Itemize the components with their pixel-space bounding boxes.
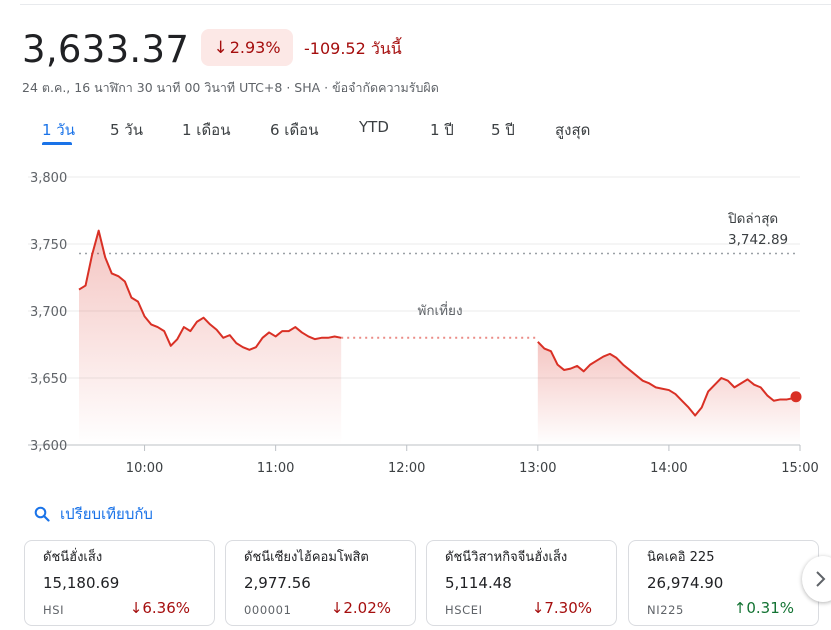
current-price: 3,633.37 [22, 28, 190, 71]
previous-close-group: ปิดล่าสุด 3,742.89 [79, 211, 797, 255]
afternoon-session-area [537, 341, 800, 445]
active-tab-indicator [42, 142, 72, 145]
x-tick-label: 11:00 [257, 461, 294, 476]
latest-price-marker [790, 391, 802, 403]
index-name: ดัชนีเซียงไฮ้คอมโพสิต [244, 550, 369, 565]
lunch-break-label: พักเที่ยง [417, 301, 462, 319]
morning-session-area [79, 230, 342, 445]
x-tick-label: 14:00 [650, 461, 687, 476]
x-axis-ticks: 10:00 11:00 12:00 13:00 14:00 15:00 [126, 445, 819, 476]
range-tabs: 1 วัน 5 วัน 1 เดือน 6 เดือน YTD 1 ปี 5 ป… [0, 112, 831, 148]
index-card-hscei[interactable]: ดัชนีวิสาหกิจจีนฮั่งเส็ง 5,114.48 HSCEI … [426, 540, 617, 626]
index-change-value: 7.30% [544, 599, 592, 617]
y-tick-label: 3,650 [30, 372, 67, 387]
index-change: ↓6.36% [130, 599, 190, 617]
y-axis-ticks: 3,800 3,750 3,700 3,650 3,600 [30, 171, 67, 454]
tab-1-day[interactable]: 1 วัน [42, 121, 75, 139]
index-change-value: 2.02% [343, 599, 391, 617]
arrow-down-icon: ↓ [330, 599, 344, 617]
absolute-change: -109.52 วันนี้ [304, 39, 402, 58]
y-tick-label: 3,600 [30, 439, 67, 454]
tab-1-month[interactable]: 1 เดือน [182, 121, 231, 139]
index-card-000001[interactable]: ดัชนีเซียงไฮ้คอมโพสิต 2,977.56 000001 ↓2… [225, 540, 416, 626]
index-change: ↓2.02% [331, 599, 391, 617]
percent-change-badge: ↓ 2.93% [201, 29, 293, 66]
compare-button[interactable]: เปรียบเทียบกับ [34, 502, 153, 526]
index-change-value: 6.36% [142, 599, 190, 617]
compare-label: เปรียบเทียบกับ [60, 505, 153, 523]
previous-close-label: ปิดล่าสุด [727, 211, 778, 227]
tab-5-days[interactable]: 5 วัน [110, 121, 143, 139]
tab-ytd[interactable]: YTD [359, 118, 389, 136]
index-name: ดัชนีฮั่งเส็ง [43, 550, 103, 565]
index-symbol: HSCEI [445, 603, 483, 617]
x-tick-label: 15:00 [781, 461, 818, 476]
morning-session-line [78, 229, 342, 351]
price-chart[interactable]: 3,800 3,750 3,700 3,650 3,600 10:00 11:00 12:0… [0, 165, 831, 485]
index-change-value: 0.31% [746, 599, 794, 617]
index-value: 26,974.90 [647, 574, 724, 592]
search-icon [34, 506, 50, 522]
index-change: ↑0.31% [734, 599, 794, 617]
tab-max[interactable]: สูงสุด [555, 121, 591, 139]
x-tick-label: 10:00 [126, 461, 163, 476]
percent-change-value: 2.93% [229, 38, 281, 57]
arrow-down-icon: ↓ [213, 37, 228, 58]
y-tick-label: 3,800 [30, 171, 67, 186]
index-name: ดัชนีวิสาหกิจจีนฮั่งเส็ง [445, 550, 568, 565]
next-cards-button[interactable] [802, 556, 831, 602]
price-series [78, 229, 802, 445]
top-divider [20, 4, 831, 5]
chevron-right-icon [816, 571, 826, 587]
tab-1-year[interactable]: 1 ปี [430, 121, 454, 139]
index-symbol: 000001 [244, 603, 292, 617]
index-card-hsi[interactable]: ดัชนีฮั่งเส็ง 15,180.69 HSI ↓6.36% [24, 540, 215, 626]
tab-6-months[interactable]: 6 เดือน [270, 121, 319, 139]
index-value: 2,977.56 [244, 574, 311, 592]
index-card-ni225[interactable]: นิคเคอิ 225 26,974.90 NI225 ↑0.31% [628, 540, 819, 626]
x-tick-label: 12:00 [388, 461, 425, 476]
index-symbol: NI225 [647, 603, 684, 617]
index-value: 5,114.48 [445, 574, 512, 592]
x-tick-label: 13:00 [519, 461, 556, 476]
y-tick-label: 3,700 [30, 305, 67, 320]
arrow-down-icon: ↓ [129, 599, 143, 617]
arrow-down-icon: ↓ [531, 599, 545, 617]
index-name: นิคเคอิ 225 [647, 550, 715, 565]
previous-close-value: 3,742.89 [728, 232, 788, 248]
index-value: 15,180.69 [43, 574, 120, 592]
index-change: ↓7.30% [532, 599, 592, 617]
index-symbol: HSI [43, 603, 65, 617]
afternoon-session-line [537, 341, 801, 417]
arrow-up-icon: ↑ [733, 599, 747, 617]
y-tick-label: 3,750 [30, 238, 67, 253]
quote-meta: 24 ต.ค., 16 นาฬิกา 30 นาที 00 วินาที UTC… [22, 80, 439, 95]
tab-5-years[interactable]: 5 ปี [491, 121, 515, 139]
